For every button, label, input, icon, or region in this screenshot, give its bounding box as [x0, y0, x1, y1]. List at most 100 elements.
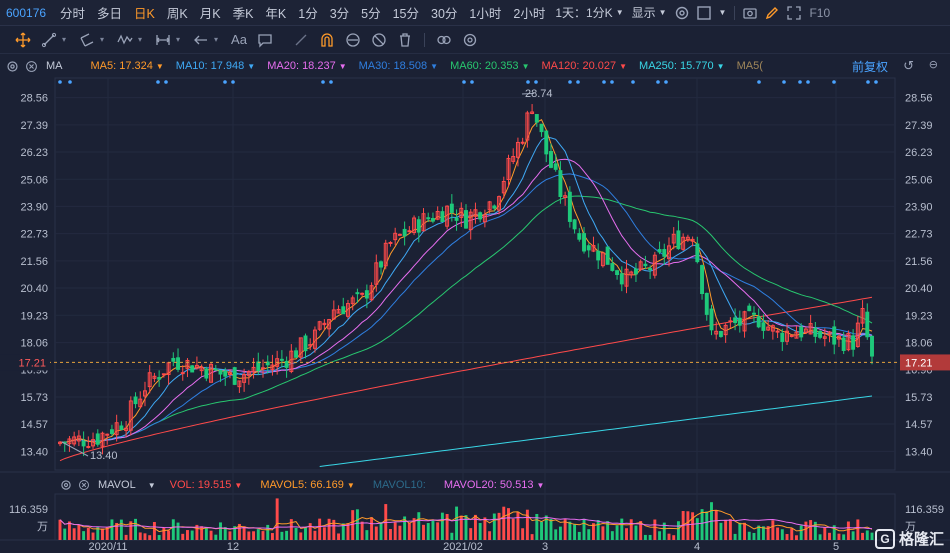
checkbox-dropdown-icon[interactable]: ▼ — [718, 8, 727, 17]
timeframe-tab[interactable]: 1小时 — [469, 7, 502, 21]
volume-settings-icon[interactable] — [60, 479, 72, 491]
candle-body — [152, 375, 157, 379]
settings-icon[interactable] — [671, 2, 693, 24]
hide-drawing-icon[interactable] — [366, 29, 392, 51]
ma-legend-item[interactable]: MA5( — [736, 60, 763, 72]
timeframe-tab[interactable]: 5分 — [361, 7, 381, 21]
timeframe-tab[interactable]: 30分 — [431, 7, 458, 21]
timeframe-tab[interactable]: 周K — [166, 7, 188, 21]
vol-dropdown-icon[interactable]: ▼ — [234, 481, 243, 490]
eraser-icon[interactable] — [288, 29, 314, 51]
timeframe-tab[interactable]: 多日 — [97, 7, 123, 21]
pencil-icon[interactable] — [761, 2, 783, 24]
fullscreen-icon[interactable] — [783, 2, 805, 24]
channel-tool-icon[interactable] — [74, 29, 100, 51]
ma-legend-item[interactable]: MA5: 17.324 ▼ — [90, 60, 164, 72]
indicator-settings-icon[interactable] — [6, 60, 19, 73]
magnet-icon[interactable] — [314, 29, 340, 51]
volume-bar — [110, 519, 114, 540]
timeframe-tab[interactable]: 月K — [199, 7, 221, 21]
vol-legend-item[interactable]: MAVOL5: 66.169 ▼ — [260, 479, 355, 491]
stock-code[interactable]: 600176 — [6, 5, 47, 20]
timeframe-tab[interactable]: 日K — [134, 7, 155, 21]
timeframe-tab[interactable]: 15分 — [392, 7, 420, 21]
chevron-down-icon[interactable]: ▾ — [62, 35, 67, 44]
timeframe-tab[interactable]: 年K — [265, 7, 287, 21]
ma-legend-item[interactable]: MA30: 18.508 ▼ — [358, 60, 439, 72]
adjust-type-button[interactable]: 前复权 — [847, 58, 888, 75]
event-dot — [526, 80, 530, 84]
volume-bar — [582, 518, 586, 540]
candle-body — [865, 311, 870, 338]
ma-legend-item[interactable]: MA20: 18.237 ▼ — [267, 60, 347, 72]
chevron-down-icon[interactable]: ▾ — [176, 35, 181, 44]
range-tool-icon[interactable] — [150, 29, 176, 51]
volume-bar — [445, 514, 449, 540]
comment-tool-icon[interactable] — [252, 29, 278, 51]
text-tool-icon[interactable]: Aa — [231, 32, 247, 47]
ma-dropdown-icon[interactable]: ▼ — [430, 62, 439, 71]
volume-bar — [648, 534, 652, 540]
volume-bar — [252, 531, 256, 540]
chevron-down-icon[interactable]: ▾ — [138, 35, 143, 44]
vol-legend-item[interactable]: VOL: 19.515 ▼ — [169, 479, 243, 491]
volume-close-icon[interactable] — [78, 479, 90, 491]
ma-dropdown-icon[interactable]: ▼ — [338, 62, 347, 71]
timeframe-tab[interactable]: 1分 — [298, 7, 318, 21]
volume-bar — [403, 516, 407, 540]
ma-legend-item[interactable]: MA120: 20.027 ▼ — [541, 60, 628, 72]
candle-body — [449, 203, 454, 213]
ma-dropdown-icon[interactable]: ▼ — [619, 62, 628, 71]
timeframe-tab[interactable]: 2小时 — [513, 7, 546, 21]
display-dropdown[interactable]: 显示 ▼ — [631, 6, 667, 20]
vol-legend-item[interactable]: MAVOL10: — [372, 479, 426, 491]
volume-bar — [733, 533, 737, 540]
line-tool-icon[interactable] — [36, 29, 62, 51]
f10-button[interactable]: F10 — [809, 5, 831, 20]
volume-indicator-dropdown-icon[interactable]: ▼ — [147, 480, 156, 490]
volume-ma-line — [59, 509, 873, 533]
ma-dropdown-icon[interactable]: ▼ — [716, 62, 725, 71]
collapse-icon[interactable]: ⊖ — [928, 59, 938, 71]
checkbox-icon[interactable] — [693, 2, 715, 24]
ma-dropdown-icon[interactable]: ▼ — [247, 62, 256, 71]
low-label: 13.40 — [90, 450, 118, 462]
camera-icon[interactable] — [739, 2, 761, 24]
candle-body — [775, 330, 780, 333]
ma-legend-item[interactable]: MA60: 20.353 ▼ — [450, 60, 530, 72]
volume-bar — [540, 521, 543, 540]
ma-dropdown-icon[interactable]: ▼ — [521, 62, 530, 71]
ma-dropdown-icon[interactable]: ▼ — [155, 62, 164, 71]
ma-indicator-name[interactable]: MA — [46, 60, 63, 72]
crosshair-move-icon[interactable] — [10, 29, 36, 51]
chevron-down-icon[interactable]: ▾ — [214, 35, 219, 44]
timeframe-tab[interactable]: 分时 — [60, 7, 86, 21]
vol-dropdown-icon[interactable]: ▼ — [346, 481, 355, 490]
toolbar-settings-icon[interactable] — [457, 29, 483, 51]
ma-legend-item[interactable]: MA10: 17.948 ▼ — [175, 60, 256, 72]
indicator-close-icon[interactable] — [25, 60, 38, 73]
volume-indicator-name[interactable]: MAVOL — [98, 479, 136, 491]
vol-legend-item[interactable]: MAVOL20: 50.513 ▼ — [443, 479, 545, 491]
arrow-tool-icon[interactable] — [188, 29, 214, 51]
lock-drawing-icon[interactable] — [340, 29, 366, 51]
reset-icon[interactable]: ↺ — [903, 58, 914, 73]
volume-bar — [313, 530, 317, 540]
wave-tool-icon[interactable] — [112, 29, 138, 51]
timeframe-tab[interactable]: 3分 — [329, 7, 350, 21]
high-label: 28.74 — [525, 88, 553, 100]
candle-body — [124, 427, 129, 431]
candle-body — [393, 232, 398, 241]
period-select[interactable]: 1天：1分K ▼ — [555, 6, 624, 20]
chevron-down-icon[interactable]: ▾ — [100, 35, 105, 44]
current-price-left: 17.21 — [18, 357, 46, 369]
vol-dropdown-icon[interactable]: ▼ — [536, 481, 545, 490]
volume-bar — [299, 532, 303, 540]
candle-body — [383, 242, 388, 267]
timeframe-tab[interactable]: 季K — [232, 7, 254, 21]
ma-legend-item[interactable]: MA250: 15.770 ▼ — [639, 60, 725, 72]
event-dot — [602, 80, 606, 84]
link-icon[interactable] — [431, 29, 457, 51]
delete-icon[interactable] — [392, 29, 418, 51]
